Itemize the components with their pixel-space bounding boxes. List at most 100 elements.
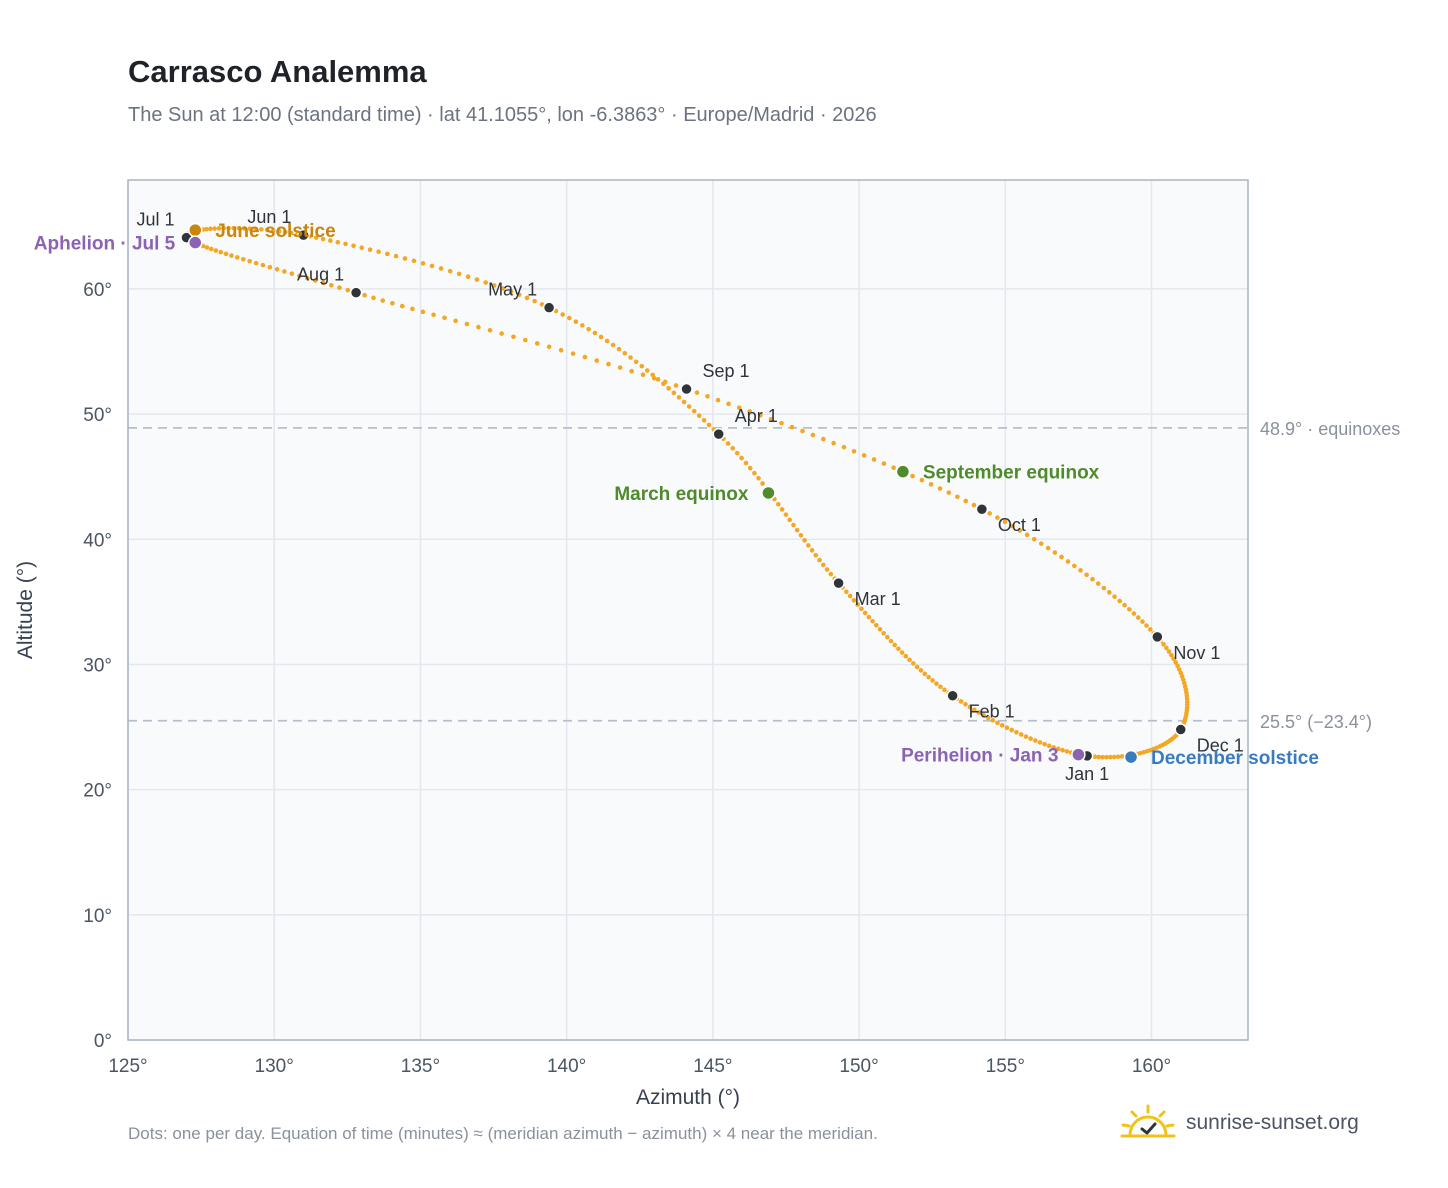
day-dot xyxy=(844,589,849,595)
day-dot xyxy=(870,618,875,624)
day-dot xyxy=(259,227,264,232)
day-dot xyxy=(1101,585,1107,591)
day-dot xyxy=(508,289,514,294)
y-tick-label: 50° xyxy=(83,405,112,426)
brand-name: sunrise-sunset.org xyxy=(1186,1111,1359,1134)
day-dot xyxy=(411,258,417,264)
day-dot xyxy=(1042,741,1047,747)
day-dot xyxy=(1059,554,1064,560)
x-tick-label: 140° xyxy=(547,1056,586,1077)
day-dot xyxy=(752,470,757,476)
month-marker xyxy=(297,228,310,242)
day-dot xyxy=(911,661,916,666)
day-dot xyxy=(312,278,318,283)
event-marker xyxy=(188,235,203,250)
day-dot xyxy=(928,482,934,487)
day-dot xyxy=(824,567,830,572)
month-marker xyxy=(1174,723,1187,736)
day-dot xyxy=(1028,736,1033,741)
day-dot xyxy=(586,326,591,332)
day-dot xyxy=(442,315,447,321)
day-dot xyxy=(919,477,925,483)
footnote: Dots: one per day. Equation of time (min… xyxy=(128,1124,878,1143)
day-dot xyxy=(208,226,213,232)
day-dot xyxy=(861,453,867,458)
plot-background xyxy=(128,180,1248,1040)
analemma-curve xyxy=(183,225,1190,760)
day-dot xyxy=(662,379,668,385)
x-tick-label: 135° xyxy=(401,1056,440,1077)
day-dot xyxy=(671,390,677,396)
day-dot xyxy=(877,627,883,632)
month-label: Jan 1 xyxy=(1065,764,1109,784)
day-dot xyxy=(1131,611,1137,616)
day-dot xyxy=(204,226,209,232)
day-dot xyxy=(438,266,444,271)
y-axis-label: Altitude (°) xyxy=(14,561,37,659)
day-dot xyxy=(1117,598,1122,604)
day-dot xyxy=(499,331,504,336)
month-label: Mar 1 xyxy=(855,589,901,609)
day-dot xyxy=(218,249,224,255)
day-dot xyxy=(1173,660,1178,665)
day-dot xyxy=(813,552,819,558)
month-marker xyxy=(975,502,989,516)
day-dot xyxy=(420,261,426,266)
day-dot xyxy=(910,473,915,479)
day-dot xyxy=(492,283,497,288)
day-dot xyxy=(1122,602,1127,608)
day-dot xyxy=(539,302,545,307)
day-dot xyxy=(747,465,753,471)
y-tick-label: 10° xyxy=(83,906,112,927)
day-dot xyxy=(622,351,628,356)
day-dot xyxy=(1106,590,1112,595)
day-dot xyxy=(289,271,295,276)
day-dot xyxy=(985,715,991,721)
day-dot xyxy=(851,598,857,603)
day-dot xyxy=(628,355,633,360)
day-dot xyxy=(616,346,622,352)
day-dot xyxy=(926,674,931,680)
month-label: Oct 1 xyxy=(998,515,1041,535)
day-dot xyxy=(958,699,964,704)
brand[interactable]: sunrise-sunset.org xyxy=(1120,1100,1359,1146)
day-dot xyxy=(820,562,826,568)
day-dot xyxy=(247,258,252,264)
day-dot xyxy=(390,300,395,306)
reference-lines: 48.9° · equinoxes 25.5° (−23.4°) xyxy=(128,419,1400,732)
day-dot xyxy=(1078,568,1083,573)
day-dot xyxy=(343,241,348,247)
day-dot xyxy=(629,368,634,374)
month-label: Jul 1 xyxy=(136,210,174,230)
day-dot xyxy=(726,401,731,407)
day-dot xyxy=(1164,645,1169,651)
day-dot xyxy=(1148,627,1153,632)
day-dot xyxy=(1161,641,1166,647)
day-dot xyxy=(821,436,826,442)
day-dot xyxy=(1100,754,1105,760)
day-dot xyxy=(1023,734,1029,739)
day-dot xyxy=(429,263,435,269)
day-dot xyxy=(464,321,470,327)
day-dot xyxy=(242,226,247,231)
y-tick-label: 20° xyxy=(83,781,112,802)
day-dot xyxy=(523,337,528,343)
day-dot xyxy=(234,255,240,260)
month-marker xyxy=(680,382,693,396)
day-dot xyxy=(260,262,266,268)
x-tick-label: 155° xyxy=(986,1056,1025,1077)
event-label: Perihelion · Jan 3 xyxy=(901,746,1058,767)
day-dot xyxy=(841,444,847,450)
day-dot xyxy=(758,413,763,418)
day-dot xyxy=(1095,581,1101,586)
day-dot xyxy=(655,377,661,382)
day-dot xyxy=(914,664,920,670)
day-dot xyxy=(779,507,785,512)
day-dot xyxy=(253,226,258,232)
day-dot xyxy=(456,271,462,277)
y-tick-label: 60° xyxy=(83,280,112,301)
day-dot xyxy=(715,397,721,403)
day-dot xyxy=(402,256,408,261)
event-label: December solstice xyxy=(1151,748,1319,769)
day-dot xyxy=(376,249,381,255)
